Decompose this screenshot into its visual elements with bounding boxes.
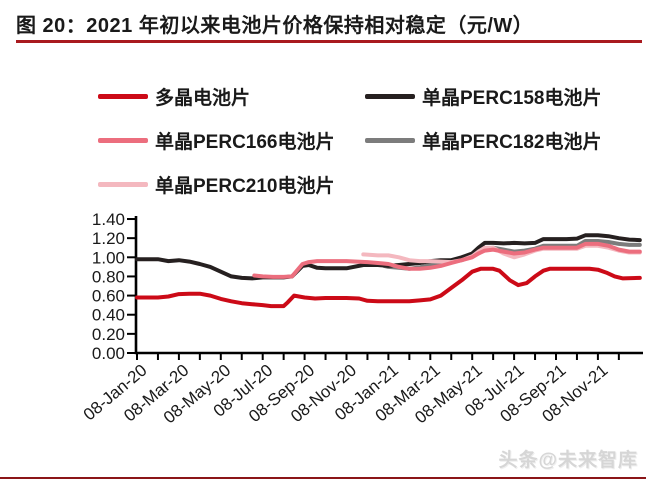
legend-label-perc182: 单晶PERC182电池片 xyxy=(422,131,602,153)
legend-item-perc166: 单晶PERC166电池片 xyxy=(98,118,335,162)
legend-swatch-perc182 xyxy=(365,137,415,143)
chart-legend: 多晶电池片 单晶PERC158电池片 单晶PERC166电池片 单晶PERC18… xyxy=(98,74,638,206)
series-line-perc158 xyxy=(135,233,642,281)
legend-item-perc158: 单晶PERC158电池片 xyxy=(365,74,602,118)
legend-item-multi: 多晶电池片 xyxy=(98,74,250,118)
y-tick-label: 0.80 xyxy=(92,267,125,286)
legend-label-perc166: 单晶PERC166电池片 xyxy=(155,131,335,153)
legend-swatch-multi xyxy=(98,93,148,99)
y-tick-label: 1.20 xyxy=(92,229,125,248)
legend-label-multi: 多晶电池片 xyxy=(155,87,251,109)
y-tick-label: 1.00 xyxy=(92,248,125,267)
y-tick-label: 0.00 xyxy=(92,344,125,363)
legend-swatch-perc210 xyxy=(98,181,148,187)
legend-item-perc210: 单晶PERC210电池片 xyxy=(98,162,335,206)
legend-item-perc182: 单晶PERC182电池片 xyxy=(365,118,602,162)
series-line-multi xyxy=(135,266,642,309)
y-tick-label: 0.20 xyxy=(92,325,125,344)
legend-row: 多晶电池片 单晶PERC158电池片 xyxy=(98,74,638,118)
y-tick-label: 0.60 xyxy=(92,287,125,306)
legend-swatch-perc158 xyxy=(365,93,415,99)
bottom-rule xyxy=(0,477,646,479)
legend-row: 单晶PERC210电池片 xyxy=(98,162,638,206)
figure-title: 图 20：2021 年初以来电池片价格保持相对稳定（元/W） xyxy=(16,15,534,37)
y-tick-label: 0.40 xyxy=(92,306,125,325)
series-line-perc166 xyxy=(252,241,642,279)
legend-label-perc210: 单晶PERC210电池片 xyxy=(155,175,335,197)
axis-lines xyxy=(134,216,643,355)
legend-swatch-perc166 xyxy=(98,137,148,143)
watermark-text: 头条@未来智库 xyxy=(498,450,638,471)
y-tick-label: 1.40 xyxy=(92,210,125,229)
title-underline-rule xyxy=(16,40,642,43)
legend-row: 单晶PERC166电池片 单晶PERC182电池片 xyxy=(98,118,638,162)
legend-label-perc158: 单晶PERC158电池片 xyxy=(422,87,602,109)
